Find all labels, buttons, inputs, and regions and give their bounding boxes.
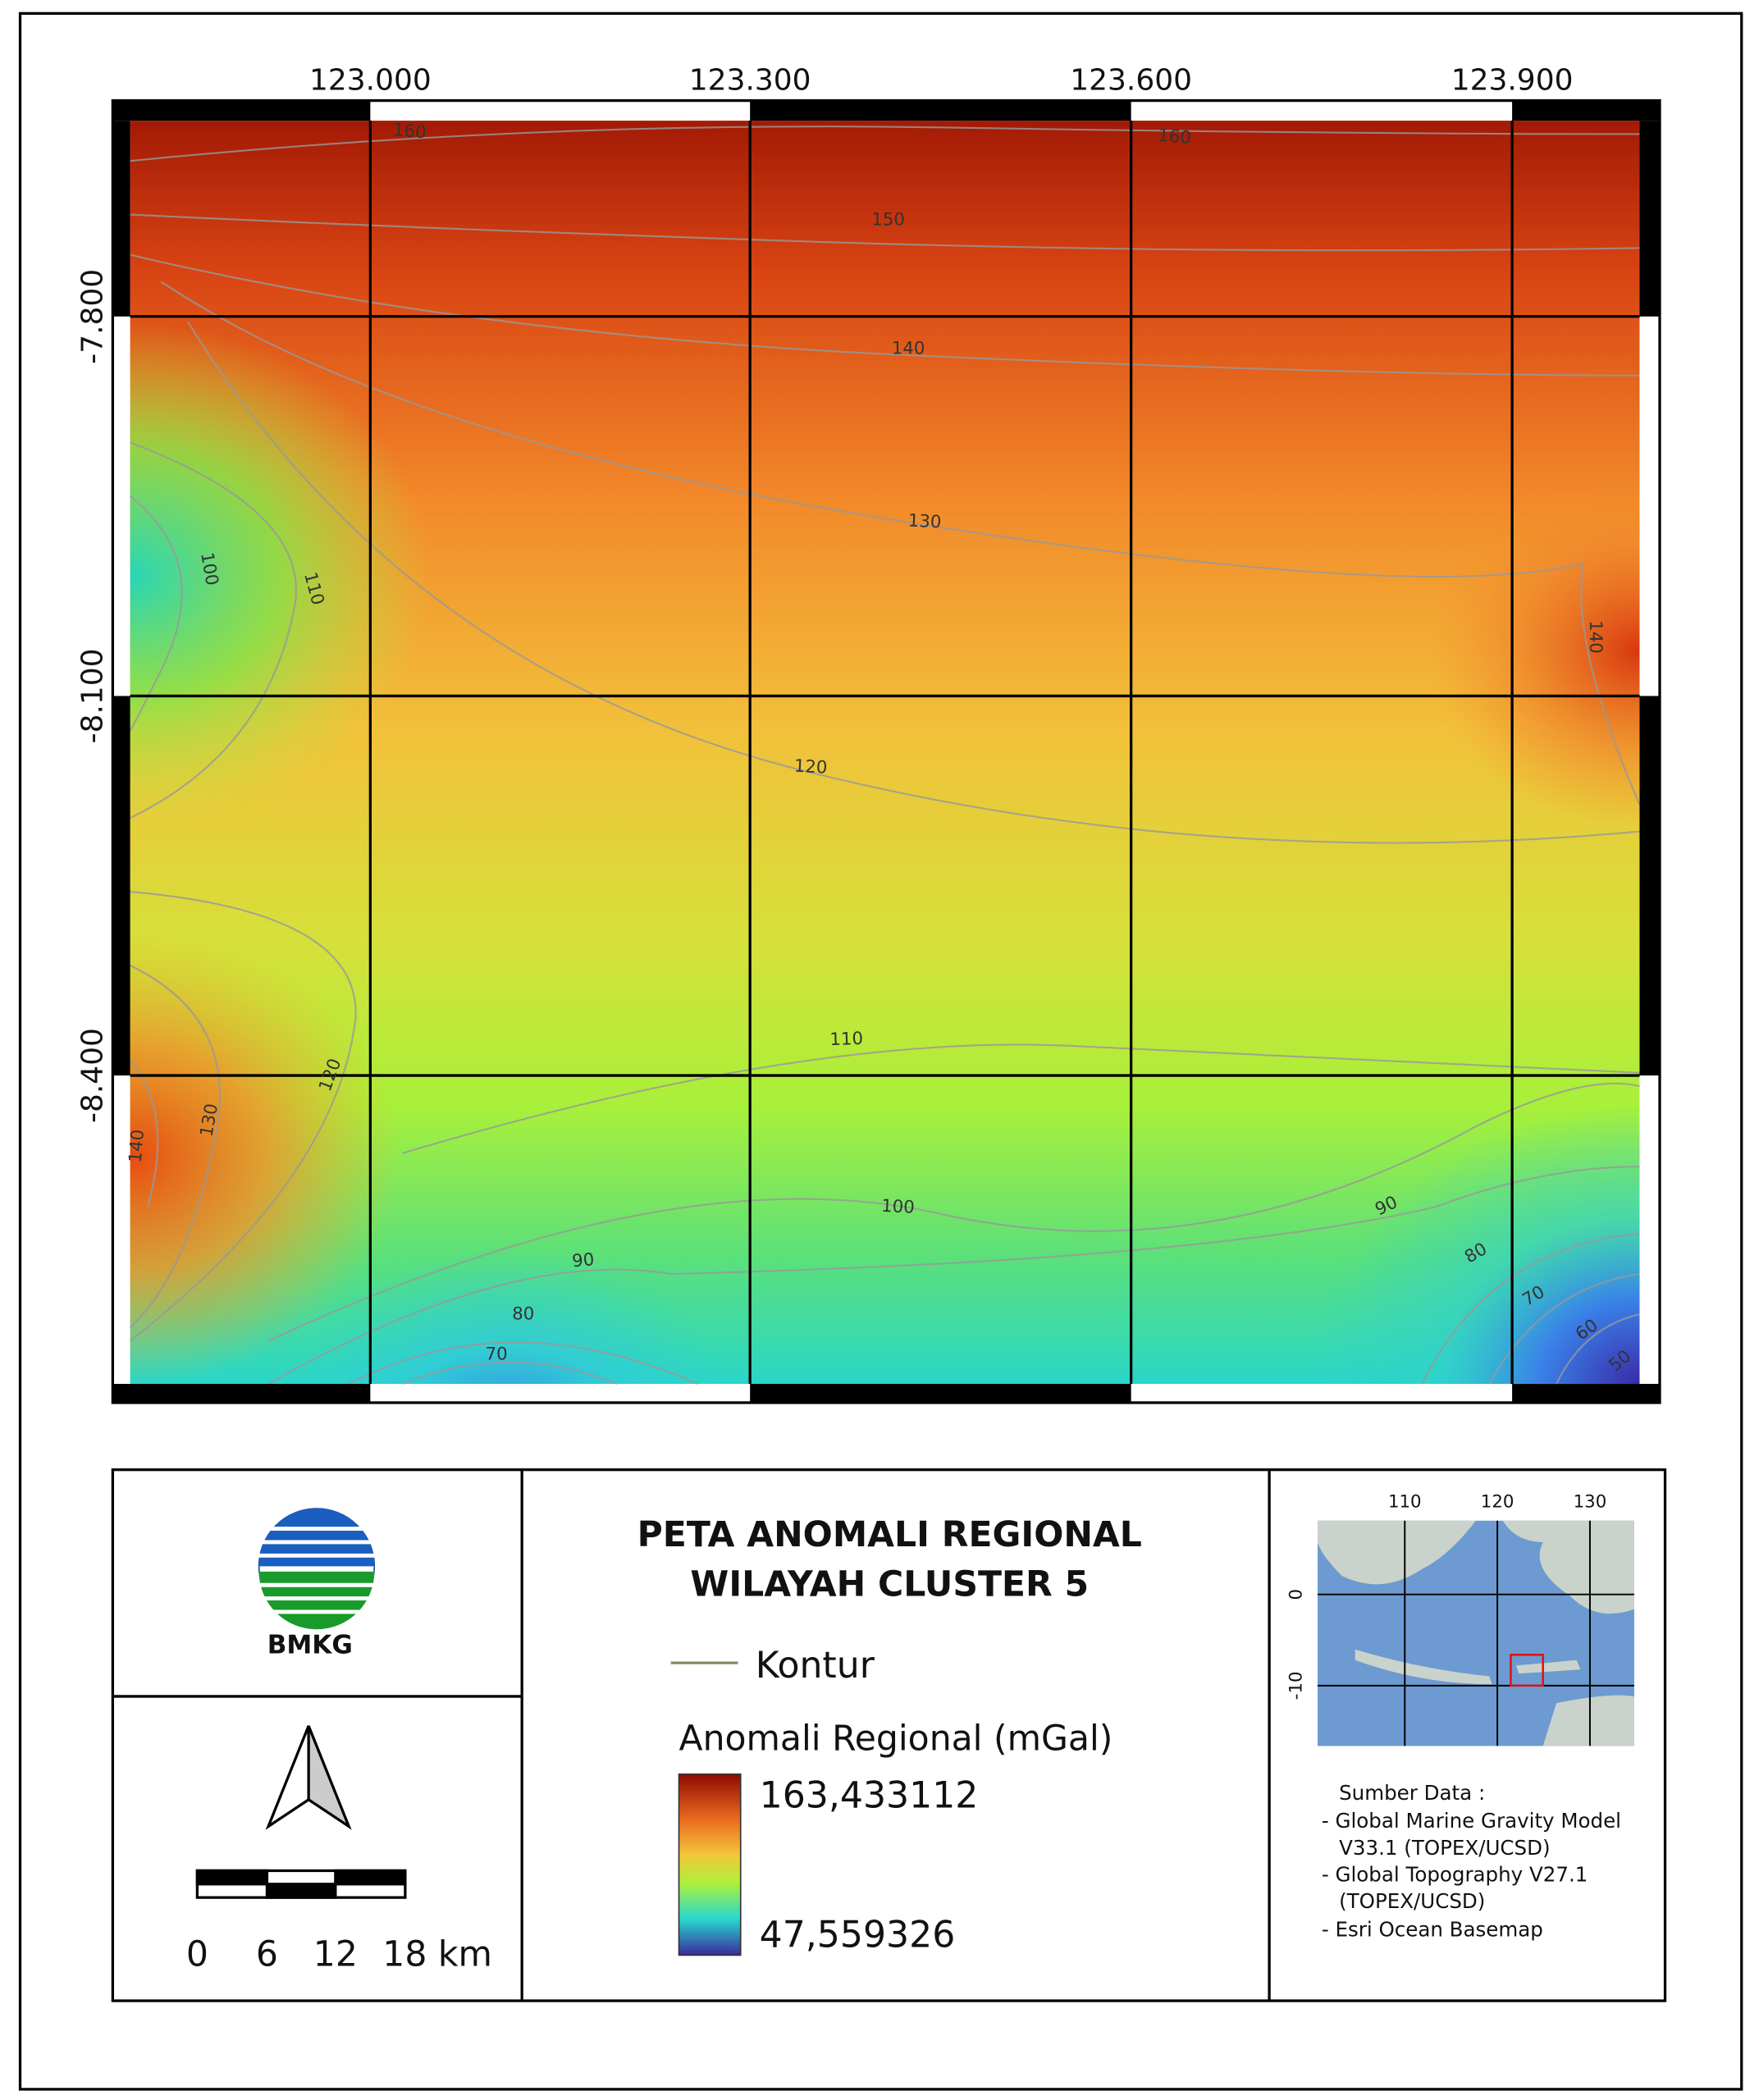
contour-label: 160 [392,120,427,143]
inset-y-label: 0 [1286,1589,1306,1600]
lat-label: -7.800 [75,269,109,364]
inset-x-label: 120 [1481,1491,1515,1512]
contour-label: 110 [829,1029,863,1050]
lat-label: -8.400 [75,1028,109,1123]
inset-map [1317,1520,1634,1746]
source-item: - Esri Ocean Basemap [1322,1918,1543,1942]
scale-bar [195,1869,407,1899]
inset-y-label: -10 [1286,1672,1306,1701]
legend-panel: BMKG 0 6 12 18 km PETA ANOMALI REGIONAL … [111,1468,1667,2002]
contour-label: 130 [907,510,942,532]
contour-label: 140 [892,339,925,359]
ramp-max: 163,433112 [760,1775,979,1817]
map-title: WILAYAH CLUSTER 5 [690,1564,1089,1605]
source-item: (TOPEX/UCSD) [1339,1889,1485,1913]
lon-label: 123.000 [309,64,432,98]
bmkg-logo: BMKG [258,1508,376,1660]
anomaly-map: 123.000 123.300 123.600 123.900 -7.800 -… [75,64,1661,1404]
lon-label: 123.300 [689,64,811,98]
contours [129,126,1641,1386]
inset-x-label: 130 [1574,1491,1607,1512]
scale-label: 0 [186,1935,208,1975]
lon-label: 123.600 [1070,64,1192,98]
contour-label: 70 [486,1344,508,1365]
source-title: Sumber Data : [1339,1781,1485,1805]
contour-label: 120 [793,756,828,778]
contour-label: 140 [126,1129,148,1164]
source-item: - Global Topography V27.1 [1322,1863,1588,1887]
graticule [130,121,1640,1385]
contour-label: 90 [571,1249,595,1271]
lon-label: 123.900 [1451,64,1574,98]
source-item: - Global Marine Gravity Model [1322,1809,1621,1833]
north-arrow [265,1725,352,1830]
scale-label: 12 [313,1935,358,1975]
contour-legend: Kontur [756,1645,875,1687]
color-ramp [678,1773,742,1956]
frame-bars [112,100,1660,1403]
contour-label: 140 [1585,620,1606,654]
source-item: V33.1 (TOPEX/UCSD) [1339,1836,1550,1860]
ramp-title: Anomali Regional (mGal) [679,1719,1113,1759]
logo-text: BMKG [267,1631,353,1660]
contour-label: 100 [881,1196,916,1218]
map-title: PETA ANOMALI REGIONAL [637,1515,1142,1555]
contour-label: 150 [871,210,905,231]
lat-label: -8.100 [75,648,109,743]
scale-label: 18 km [382,1935,492,1975]
ramp-min: 47,559326 [760,1915,956,1956]
sheet-border [18,11,1743,2091]
contour-label: 80 [512,1304,534,1325]
contour-label: 160 [1157,126,1192,148]
inset-x-label: 110 [1388,1491,1422,1512]
scale-label: 6 [256,1935,278,1975]
